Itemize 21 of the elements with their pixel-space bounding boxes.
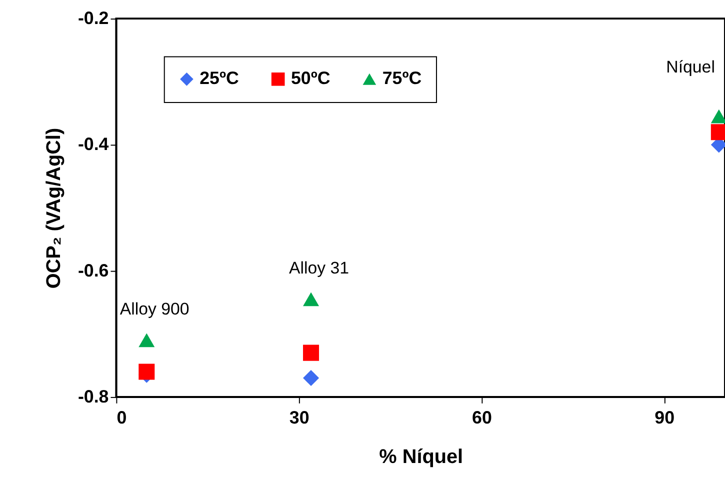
x-tick-label: 90 xyxy=(654,407,675,428)
x-axis-title: % Níquel xyxy=(379,446,464,468)
point xyxy=(138,364,155,380)
y-tick-label: -0.4 xyxy=(78,134,109,154)
legend-label: 75ºC xyxy=(382,68,422,88)
y-axis-title: OCP₂ (VAg/AgCl) xyxy=(43,128,66,289)
point xyxy=(303,344,320,361)
legend-label: 50ºC xyxy=(290,68,330,88)
x-tick-label: 0 xyxy=(116,407,127,428)
annotation: Alloy 900 xyxy=(120,299,190,318)
legend-label: 25ºC xyxy=(200,68,240,88)
annotation: Níquel xyxy=(666,58,715,77)
y-tick-label: -0.6 xyxy=(78,260,109,280)
y-tick-label: -0.8 xyxy=(78,386,109,406)
point xyxy=(303,370,320,386)
annotation: Alloy 31 xyxy=(288,258,349,278)
x-tick-label: 60 xyxy=(472,407,492,428)
point xyxy=(138,333,155,348)
point xyxy=(303,292,320,306)
y-tick-label: -0.2 xyxy=(78,8,109,28)
x-tick-label: 30 xyxy=(289,407,310,428)
